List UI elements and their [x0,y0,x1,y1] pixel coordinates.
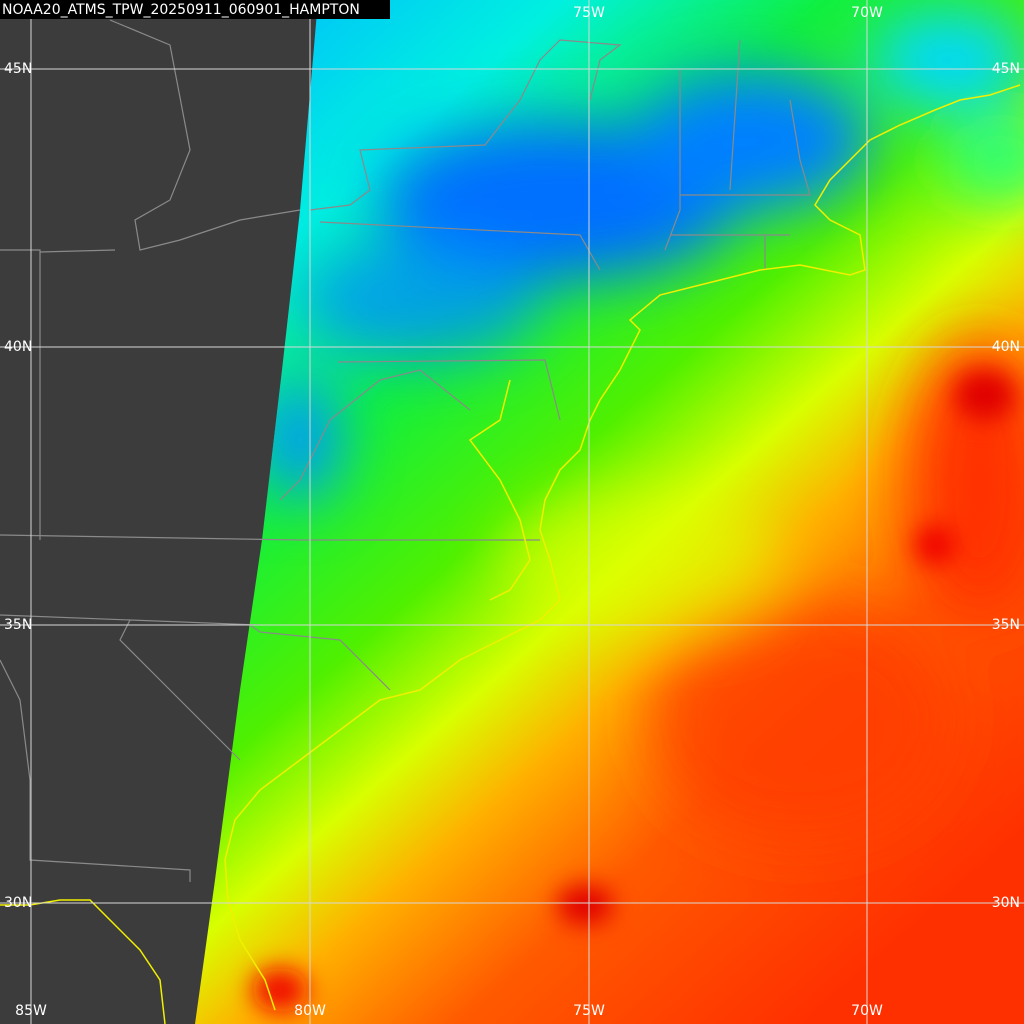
coastline [0,84,1021,1024]
grid-labels: 45N 45N 40N 40N 35N 35N 30N 30N 75W 70W 85W 80W 75W 7… [4,5,1020,1019]
lon-label: 70W [851,5,883,21]
state-borders [0,19,811,882]
lon-label: 80W [294,1003,326,1019]
image-title: NOAA20_ATMS_TPW_20250911_060901_HAMPTON [2,2,360,18]
lat-label: 45N [4,61,32,77]
lat-label: 35N [992,617,1020,633]
lon-label: 85W [15,1003,47,1019]
lat-label: 35N [4,617,32,633]
lon-label: 70W [851,1003,883,1019]
title-background [0,0,390,19]
lat-label: 45N [992,61,1020,77]
lat-label: 30N [4,895,32,911]
lat-label: 30N [992,895,1020,911]
lat-label: 40N [4,339,32,355]
lon-label: 75W [573,1003,605,1019]
lon-label: 75W [573,5,605,21]
lat-label: 40N [992,339,1020,355]
